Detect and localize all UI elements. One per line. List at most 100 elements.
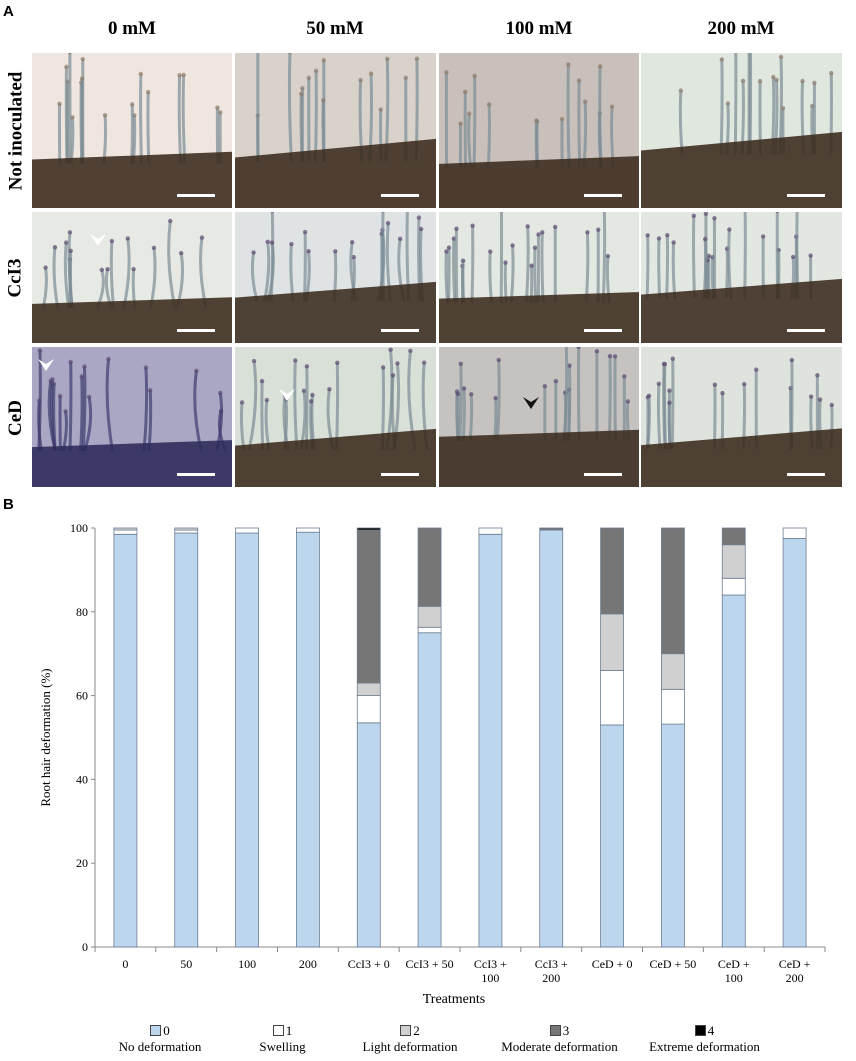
stacked-bar-chart: 0 20 40 60 80 100 Root hair deformation (%) 0 50… — [38, 521, 826, 1007]
bar-segment-0 — [174, 532, 199, 948]
row-header-not-inoculated: Not inoculated — [5, 71, 26, 190]
micrograph-image — [235, 212, 436, 343]
arrowhead-marker — [38, 359, 54, 371]
x-tick-label: 0 — [122, 957, 128, 971]
y-tick-label: 80 — [76, 605, 88, 619]
x-tick-label: CeD + 50 — [650, 957, 697, 971]
bar-segment-1 — [235, 527, 259, 534]
bar-segment-3 — [539, 527, 564, 531]
micrograph-image — [32, 212, 232, 343]
bar-segment-1 — [721, 577, 746, 596]
x-tick-label: CeD + 0 — [592, 957, 633, 971]
scale-bar — [787, 194, 825, 197]
bar-segment-2 — [356, 682, 381, 696]
micrograph-image — [235, 53, 436, 208]
bar-segment-1 — [782, 527, 807, 539]
x-tick-label: CcI3 + 50 — [406, 957, 454, 971]
row-header-ced: CeD — [5, 400, 27, 436]
legend-swatch-1 — [272, 1025, 284, 1036]
bar-segment-1 — [417, 626, 442, 634]
legend-swatch-4 — [694, 1025, 706, 1036]
column-header-100mm: 100 mM — [505, 18, 573, 39]
column-header-200mm: 200 mM — [707, 18, 775, 39]
panel-a-label: A — [3, 3, 14, 20]
y-tick-label: 100 — [70, 521, 88, 535]
column-header-50mm: 50 mM — [306, 18, 364, 39]
x-tick-label: 100 — [481, 971, 499, 985]
y-axis-title: Root hair deformation (%) — [38, 668, 53, 806]
bar-segment-0 — [539, 529, 564, 948]
micrograph-image — [641, 212, 842, 343]
bar-segment-1 — [478, 527, 503, 535]
bar-segment-2 — [600, 613, 624, 671]
micrograph-image — [641, 53, 842, 208]
bar-segment-0 — [721, 594, 746, 948]
scale-bar — [177, 329, 215, 332]
bar-segment-3 — [721, 527, 746, 546]
bar-segment-0 — [356, 722, 381, 948]
legend-item-3: 3 Moderate deformation — [501, 1023, 618, 1054]
legend-item-1: 1 Swelling — [259, 1023, 306, 1054]
micrograph-image — [439, 347, 639, 487]
bar-segment-0 — [113, 533, 138, 948]
legend-item-2: 2 Light deformation — [362, 1023, 458, 1054]
y-tick-label: 60 — [76, 689, 88, 703]
legend-item-4: 4 Extreme deformation — [649, 1023, 760, 1054]
y-tick-label: 20 — [76, 856, 88, 870]
legend-swatch-3 — [549, 1025, 561, 1036]
x-tick-label: 100 — [238, 957, 256, 971]
bar-segment-0 — [782, 538, 807, 948]
x-tick-label: CcI3 + 0 — [348, 957, 390, 971]
bar-segment-0 — [296, 531, 320, 948]
bar-segment-1 — [113, 529, 138, 535]
bar-segment-0 — [417, 632, 442, 948]
legend-swatch-2 — [400, 1025, 412, 1036]
x-tick-label: 50 — [180, 957, 192, 971]
bar-segment-1 — [356, 695, 381, 724]
micrograph-image — [641, 347, 842, 487]
scale-bar — [381, 194, 419, 197]
x-tick-label: CcI3 + — [474, 957, 507, 971]
bar-segment-0 — [235, 532, 259, 948]
bar-segment-4 — [356, 527, 381, 531]
x-tick-label: CcI3 + — [535, 957, 568, 971]
scale-bar — [381, 329, 419, 332]
bar-segment-1 — [600, 670, 624, 726]
bar-segment-1 — [296, 527, 320, 533]
bar-segment-2 — [113, 527, 138, 531]
x-axis-title: Treatments — [423, 992, 485, 1007]
y-tick-label: 40 — [76, 772, 88, 786]
bar-segment-1 — [661, 688, 685, 725]
x-tick-label: 200 — [786, 971, 804, 985]
legend-item-0: 0 No deformation — [118, 1023, 202, 1054]
scale-bar — [584, 194, 622, 197]
column-header-0mm: 0 mM — [107, 18, 156, 39]
bar-segment-3 — [356, 529, 381, 684]
x-tick-label: 200 — [299, 957, 317, 971]
scale-bar — [177, 194, 215, 197]
scale-bar — [787, 473, 825, 476]
row-header-cci3: CcI3 — [5, 258, 26, 298]
scale-bar — [787, 329, 825, 332]
scale-bar — [177, 473, 215, 476]
arrowhead-marker — [90, 234, 106, 246]
bar-segment-0 — [478, 533, 503, 948]
y-tick-label: 0 — [82, 940, 88, 954]
bar-segment-3 — [661, 527, 685, 655]
bar-segment-3 — [600, 527, 624, 615]
scale-bar — [584, 329, 622, 332]
bar-segment-2 — [417, 605, 442, 628]
x-tick-label: CeD + — [779, 957, 811, 971]
panel-b-label: B — [3, 496, 14, 513]
bar-segment-0 — [661, 723, 685, 948]
x-tick-label: CeD + — [718, 957, 750, 971]
bar-segment-2 — [721, 544, 746, 579]
micrograph-image — [439, 53, 639, 208]
bar-segment-2 — [174, 527, 199, 531]
bar-segment-2 — [661, 653, 685, 690]
scale-bar — [584, 473, 622, 476]
arrowhead-marker — [523, 397, 539, 409]
bar-segment-1 — [174, 529, 199, 534]
scale-bar — [381, 473, 419, 476]
legend-swatch-0 — [150, 1025, 162, 1036]
